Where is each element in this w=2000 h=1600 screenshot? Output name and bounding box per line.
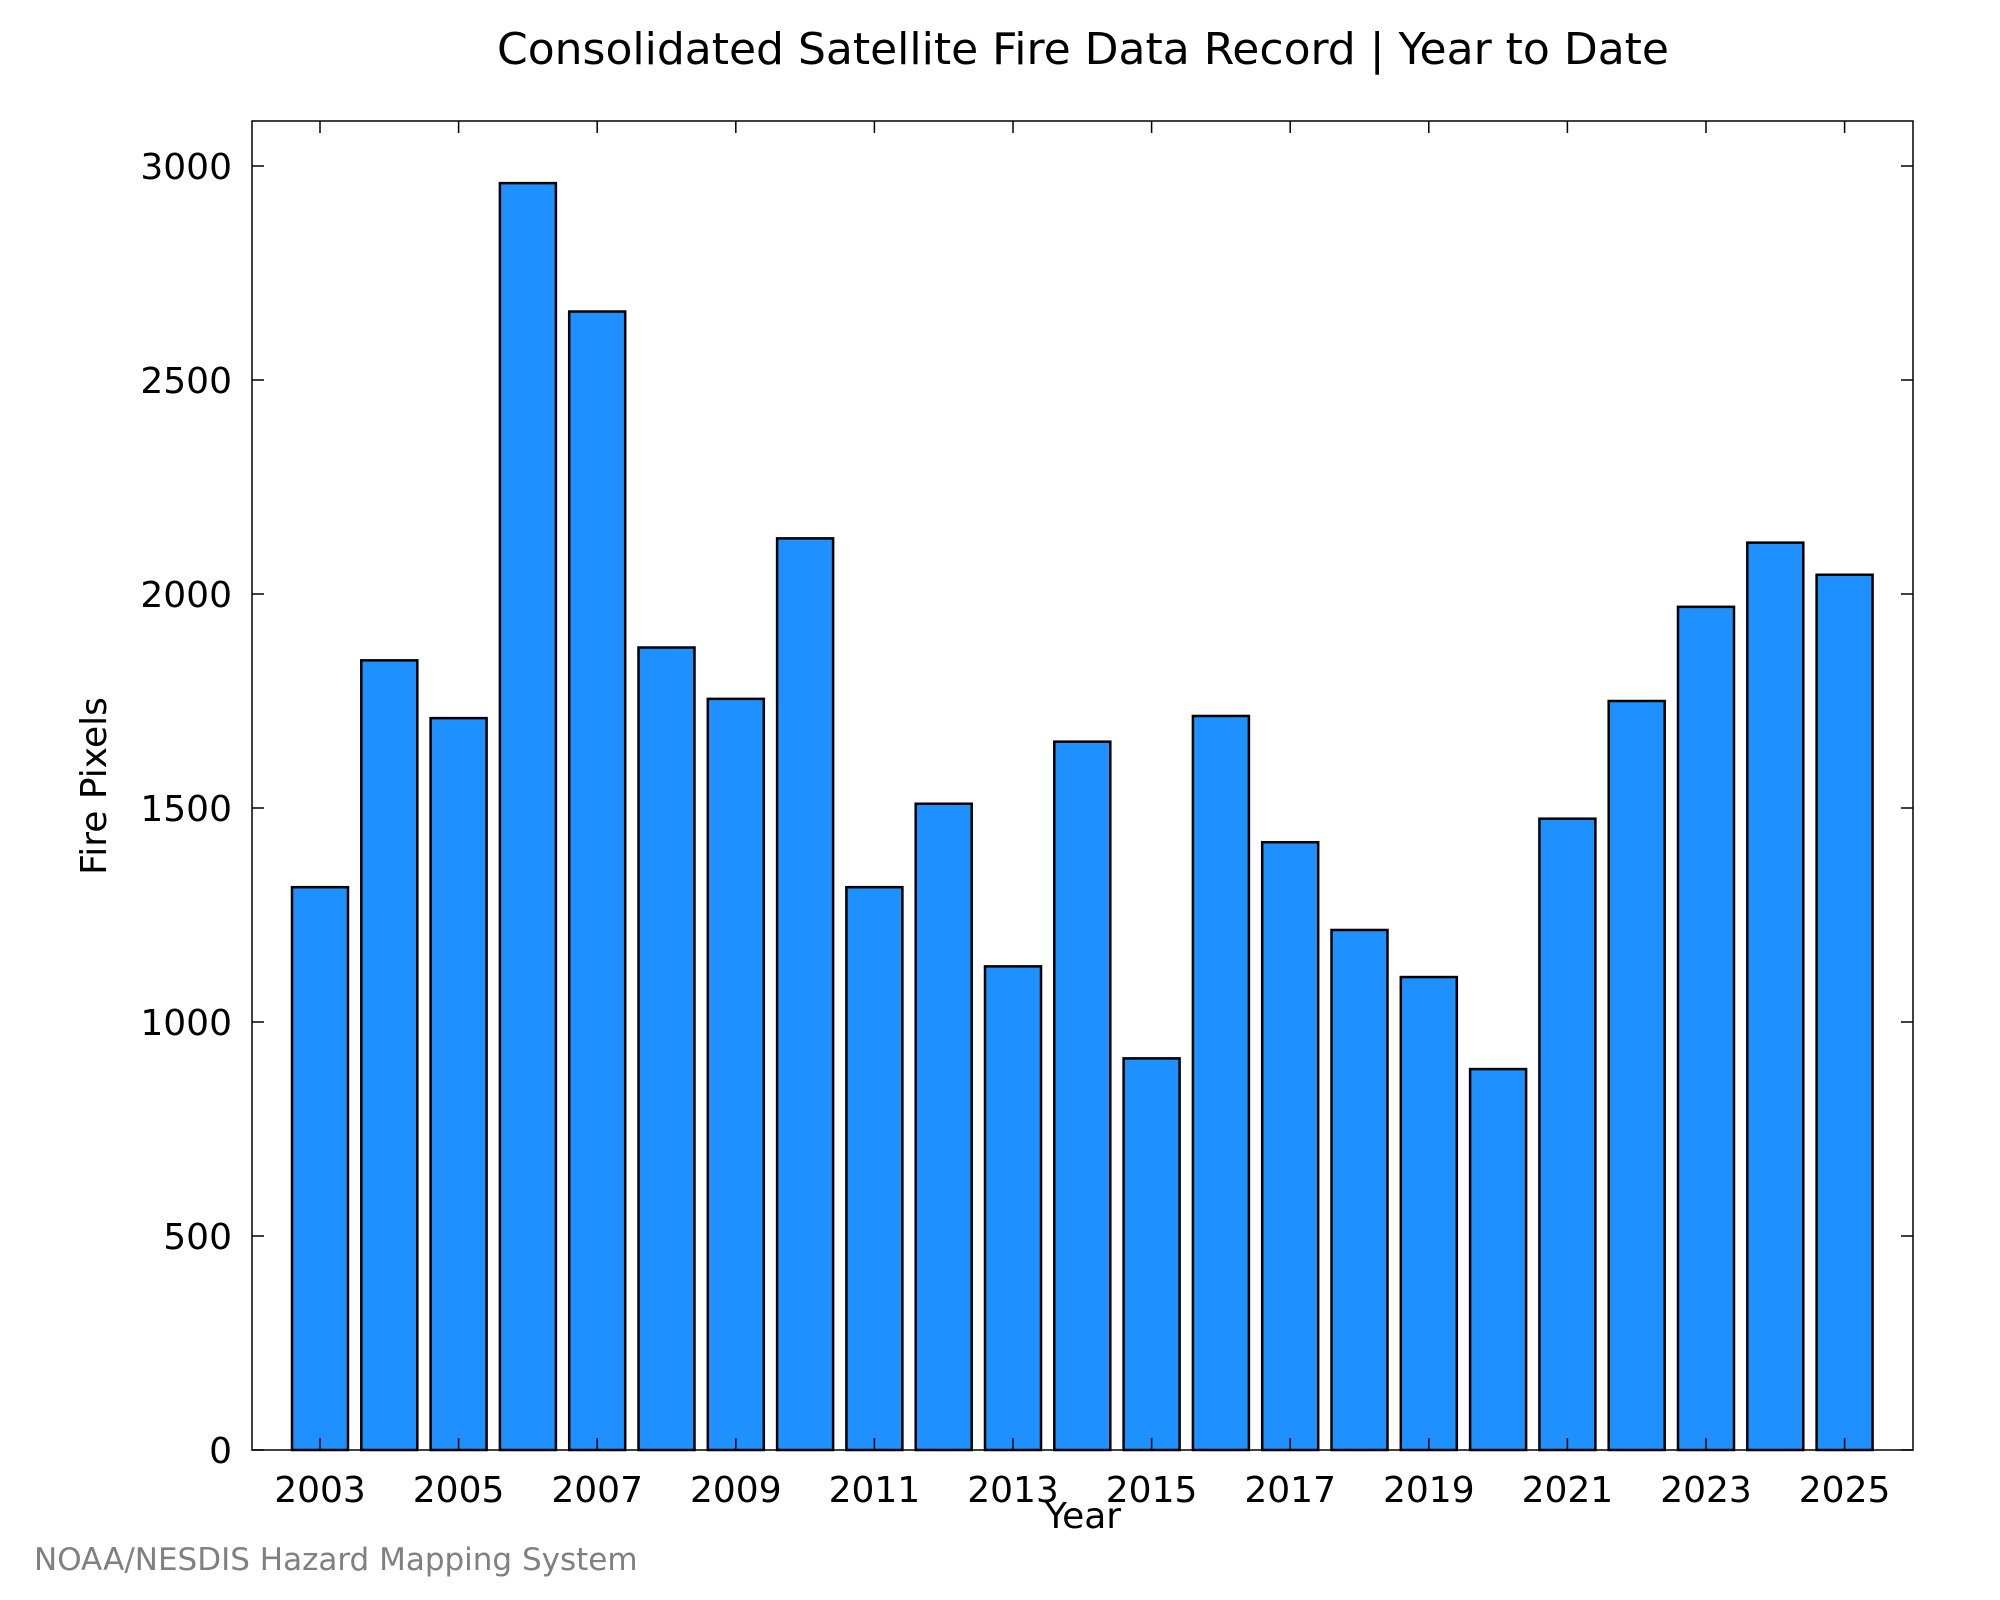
bar-2008 [637, 646, 696, 1452]
y-tick-label: 500 [163, 1217, 232, 1258]
y-axis: 0 500 1000 1500 2000 2500 3000 [140, 147, 1913, 1472]
bar-2025 [1815, 573, 1874, 1452]
bar-2003 [290, 885, 350, 1452]
x-tick-label: 2003 [274, 1470, 366, 1511]
bar-2010 [775, 537, 835, 1452]
x-axis-label: Year [1044, 1496, 1121, 1537]
x-tick-label: 2011 [829, 1470, 921, 1511]
x-tick-label: 2025 [1799, 1470, 1891, 1511]
x-axis: 2003 2005 2007 2009 2011 2013 2015 2017 2019 2021… [274, 121, 1890, 1511]
x-tick-label: 2023 [1660, 1470, 1752, 1511]
y-tick-label: 2500 [140, 361, 232, 402]
bar-2022 [1607, 699, 1666, 1452]
x-tick-label: 2017 [1244, 1470, 1336, 1511]
y-tick-label: 0 [209, 1431, 232, 1472]
bar-2018 [1330, 928, 1389, 1452]
bar-2023 [1676, 605, 1736, 1452]
x-tick-label: 2019 [1383, 1470, 1475, 1511]
bar-2019 [1399, 975, 1459, 1452]
y-tick-label: 3000 [140, 147, 232, 188]
bar-2014 [1053, 740, 1112, 1452]
y-tick-label: 1500 [140, 789, 232, 830]
bar-2005 [429, 716, 488, 1452]
x-tick-label: 2021 [1522, 1470, 1614, 1511]
bar-2024 [1746, 541, 1805, 1452]
bars-group [290, 181, 1874, 1452]
bar-2013 [983, 965, 1043, 1452]
bar-2006 [498, 181, 558, 1452]
credit-text: NOAA/NESDIS Hazard Mapping System [34, 1542, 638, 1578]
bar-2004 [360, 659, 419, 1452]
bar-2011 [845, 885, 904, 1452]
bar-2009 [706, 697, 766, 1452]
x-tick-label: 2013 [967, 1470, 1059, 1511]
bar-2012 [914, 802, 973, 1452]
bar-2007 [567, 310, 627, 1452]
chart-title: Consolidated Satellite Fire Data Record … [497, 24, 1669, 75]
plot-frame [251, 120, 1914, 1451]
bar-2020 [1468, 1067, 1528, 1452]
x-tick-label: 2007 [551, 1470, 643, 1511]
x-tick-label: 2009 [690, 1470, 782, 1511]
x-tick-label: 2005 [413, 1470, 505, 1511]
bar-2017 [1260, 840, 1320, 1452]
bar-2016 [1191, 714, 1251, 1452]
bar-2015 [1122, 1057, 1181, 1452]
y-axis-label: Fire Pixels [74, 697, 115, 875]
x-tick-label: 2015 [1106, 1470, 1198, 1511]
bar-2021 [1538, 817, 1597, 1452]
y-tick-label: 1000 [140, 1003, 232, 1044]
y-tick-label: 2000 [140, 575, 232, 616]
